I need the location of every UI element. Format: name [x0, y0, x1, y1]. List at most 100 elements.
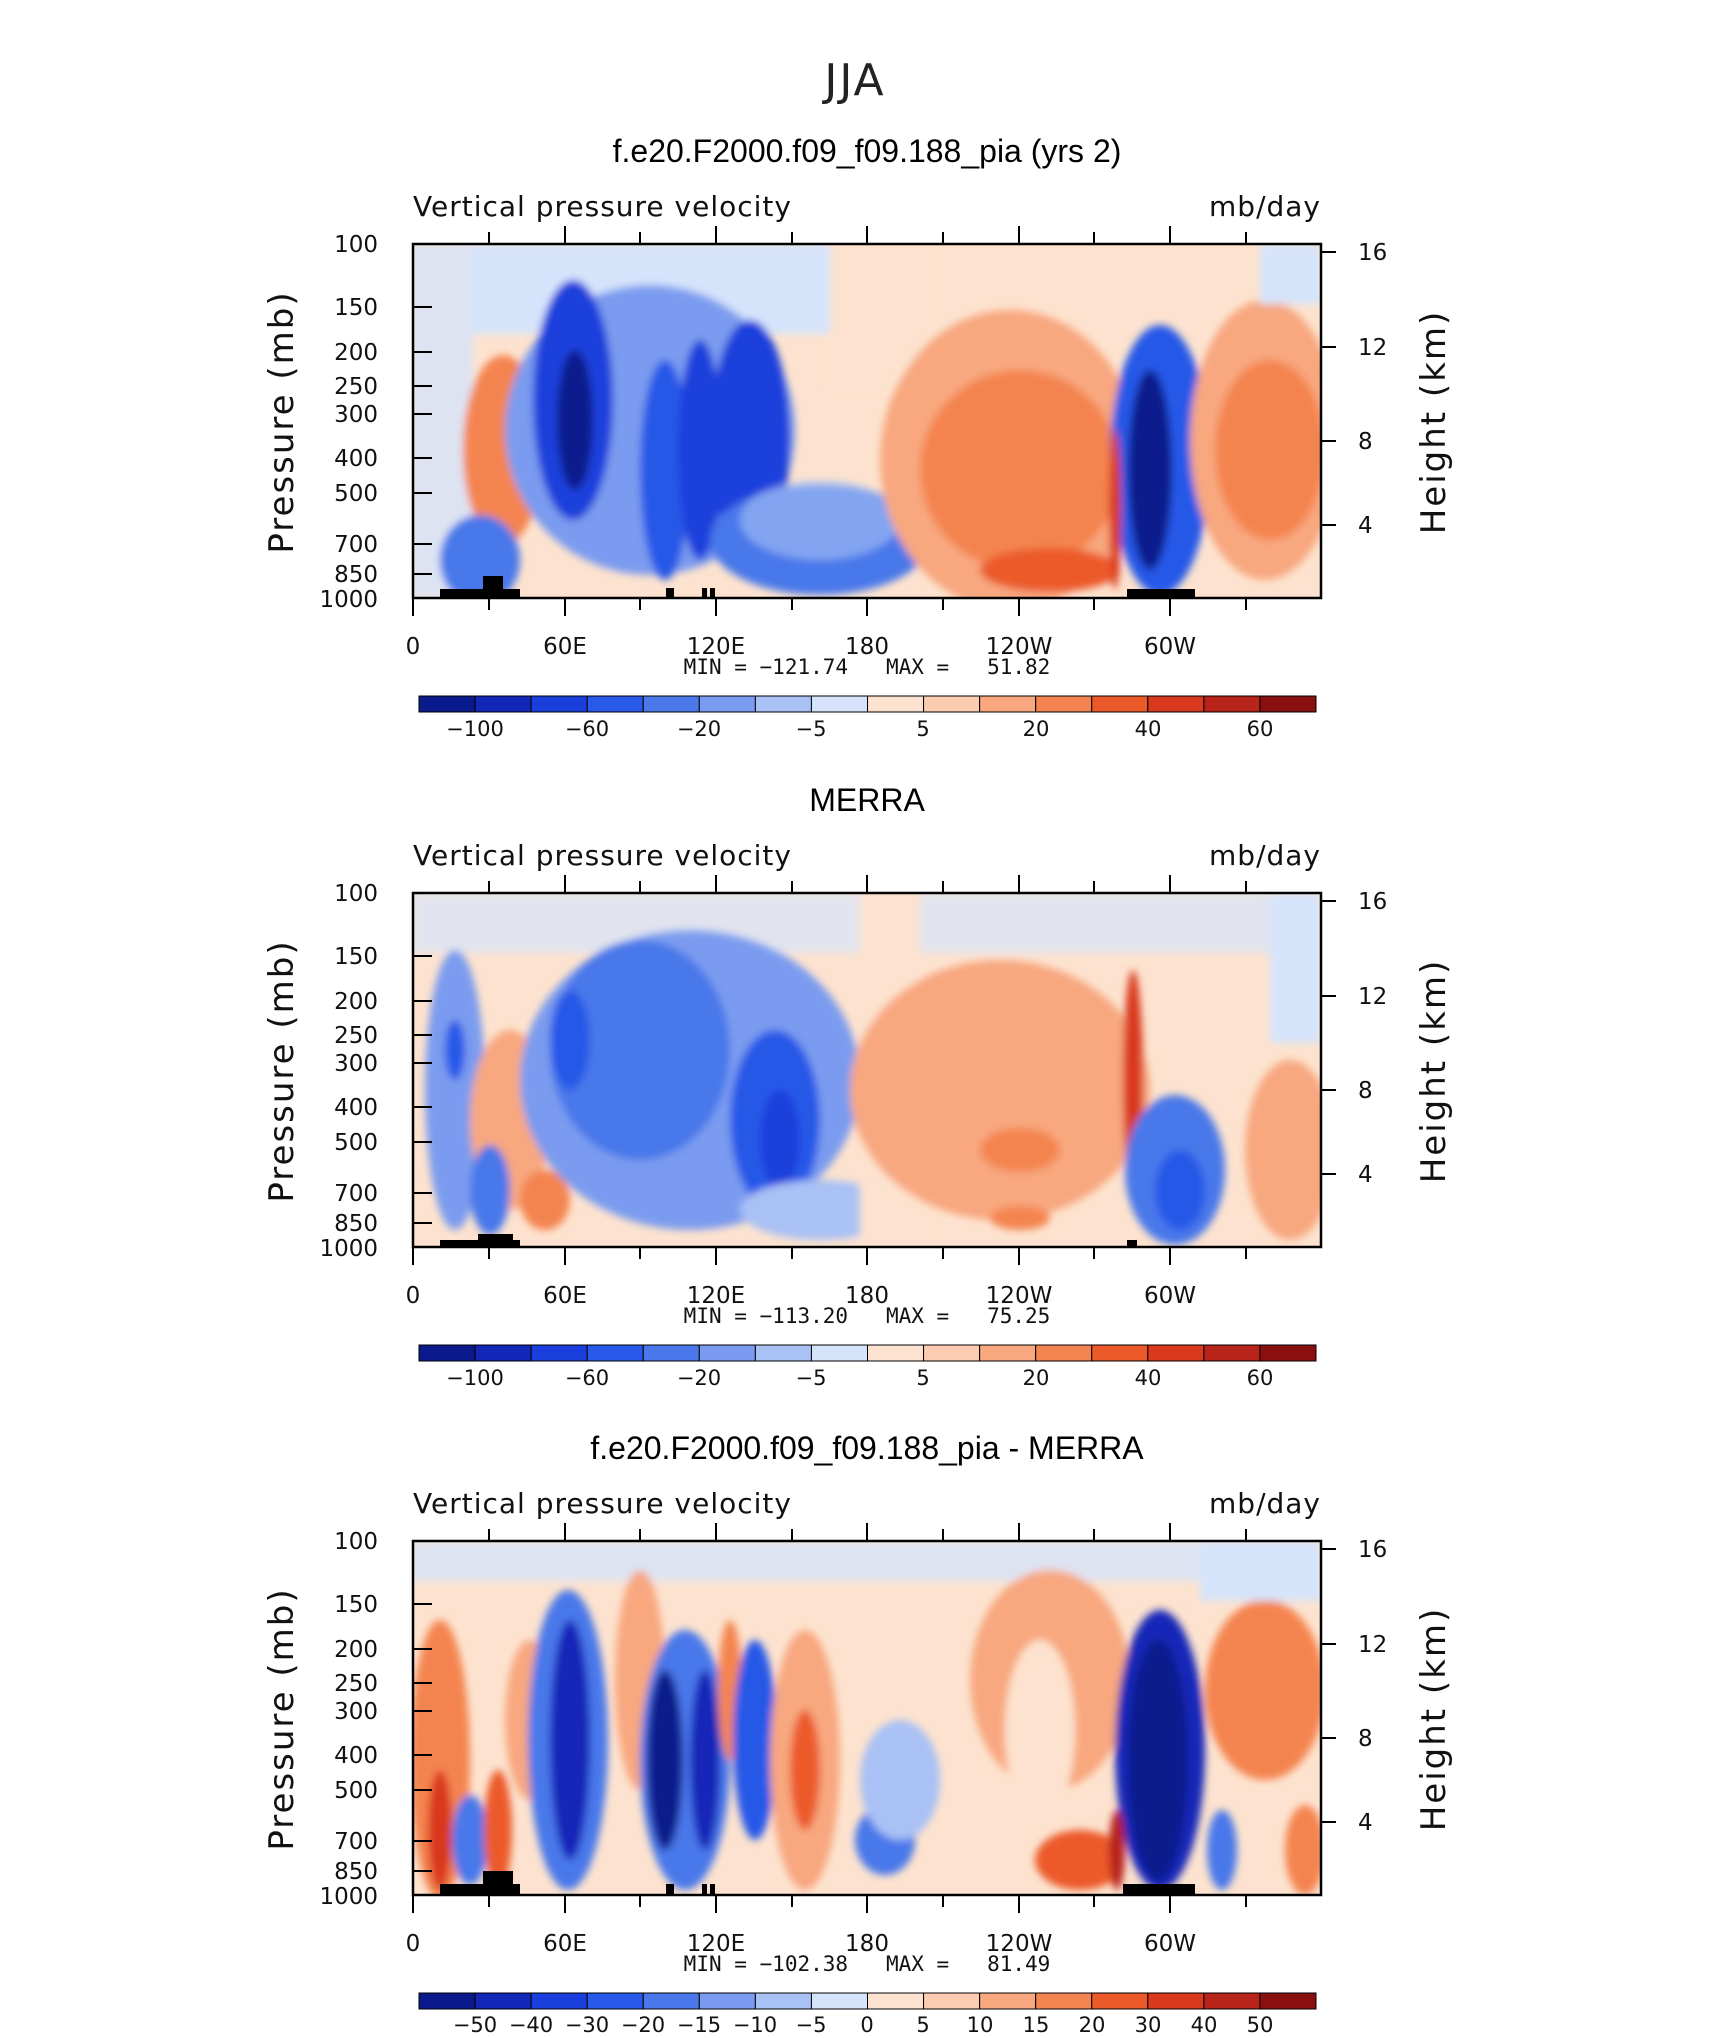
panel-3-africa-blue [452, 1795, 488, 1885]
panel-2-americas-core [1155, 1150, 1205, 1230]
panel-1-ytick-700: 700 [334, 532, 378, 558]
panel-1-cb-label: 60 [1247, 717, 1274, 741]
panel-2-field [413, 893, 1321, 1247]
colorbar-box [979, 1344, 1037, 1362]
panel-2-minmax: MIN = −113.20 MAX = 75.25 [684, 1304, 1051, 1328]
panel-3-ytick-250: 250 [334, 1671, 378, 1697]
panel-1-xtick-120e: 120E [687, 634, 745, 660]
panel-3-xtick-60w: 60W [1144, 1931, 1196, 1957]
panel-3-atlantic-red-low [1285, 1805, 1321, 1895]
panel-3-east-pacific-neutral [1005, 1640, 1075, 1820]
panel-3-colorbar-labels: −50 −40 −30 −20 −15 −10 −5 0 5 10 15 20 … [453, 2013, 1274, 2037]
panel-1-ylabel: Pressure (mb) [262, 290, 302, 553]
colorbar-box [1091, 695, 1149, 713]
panel-2-y-ticklabels: 100 150 200 250 300 400 500 700 850 1000 [319, 881, 378, 1262]
panel-2-cb-label: −5 [796, 1366, 827, 1390]
panel-2-y2-ticks [1321, 900, 1336, 1175]
panel-1-minmax: MIN = −121.74 MAX = 51.82 [684, 655, 1051, 679]
panel-3-y-ticklabels: 100 150 200 250 300 400 500 700 850 1000 [319, 1529, 378, 1910]
panel-2-cb-label: −60 [565, 1366, 609, 1390]
panel-3-ytick-1000: 1000 [319, 1884, 378, 1910]
panel-1-y2label: Height (km) [1414, 310, 1454, 535]
panel-3-minmax: MIN = −102.38 MAX = 81.49 [684, 1952, 1051, 1976]
panel-2-africa-blue [425, 950, 485, 1230]
panel-1-x-ticklabels: 0 60E 120E 180 120W 60W [406, 634, 1196, 660]
panel-2-africa-core [445, 1020, 465, 1080]
panel-1-y2tick-16: 16 [1358, 240, 1387, 266]
colorbar-box [1259, 695, 1317, 713]
colorbar-box [474, 695, 532, 713]
panel-1-ytick-850: 850 [334, 562, 378, 588]
panel-3-americas-blue-low [1207, 1810, 1237, 1890]
colorbar-box [1147, 695, 1205, 713]
colorbar-box [586, 695, 644, 713]
colorbar-box [1259, 1992, 1317, 2010]
panel-2-y2tick-4: 4 [1358, 1162, 1373, 1188]
panel-1-field [413, 244, 1321, 598]
colorbar-box [979, 695, 1037, 713]
panel-3-cb-label: 20 [1079, 2013, 1106, 2037]
panel-1-east-pacific-inner [920, 370, 1120, 570]
panel-1-cb-label: 40 [1135, 717, 1162, 741]
panel-3-ytick-150: 150 [334, 1592, 378, 1618]
panel-2-cb-label: 20 [1023, 1366, 1050, 1390]
panel-2-units: mb/day [1209, 839, 1321, 872]
panel-3-cb-label: −30 [565, 2013, 609, 2037]
panel-1-variable: Vertical pressure velocity [413, 190, 792, 223]
panel-2-y2label: Height (km) [1414, 959, 1454, 1184]
panel-2: MERRA Vertical pressure velocity mb/day [262, 782, 1454, 1390]
panel-1-xtick-180: 180 [845, 634, 889, 660]
colorbar-box [1091, 1344, 1149, 1362]
panel-3-maritime-blue-a [647, 1670, 683, 1850]
panel-2-y2tick-8: 8 [1358, 1078, 1373, 1104]
panel-3-y2label: Height (km) [1414, 1607, 1454, 1832]
panel-1-maritime-a [640, 360, 690, 580]
panel-3-cb-label: 5 [916, 2013, 929, 2037]
panel-2-ytick-850: 850 [334, 1211, 378, 1237]
panel-2-east-pacific-low [990, 1206, 1050, 1230]
panel-1-cb-label: −60 [565, 717, 609, 741]
colorbar-box [418, 695, 476, 713]
panel-3-cb-label: 40 [1191, 2013, 1218, 2037]
panel-2-y2-ticklabels: 16 12 8 4 [1358, 889, 1387, 1188]
panel-2-xtick-120w: 120W [986, 1283, 1053, 1309]
colorbar-box [810, 695, 869, 713]
panel-3-africa-red-core [428, 1770, 452, 1890]
panel-2-indian-inner [550, 940, 730, 1160]
panel-2-cb-label: 5 [916, 1366, 929, 1390]
panel-3-cb-label: 50 [1247, 2013, 1274, 2037]
panel-1-ytick-1000: 1000 [319, 587, 378, 613]
panel-1-atlantic-inner [1215, 360, 1321, 540]
panel-1-y-ticklabels: 100 150 200 250 300 400 500 700 850 1000 [319, 232, 378, 613]
panel-3-cb-label: −10 [733, 2013, 777, 2037]
panel-1-units: mb/day [1209, 190, 1321, 223]
panel-2-cb-label: −20 [677, 1366, 721, 1390]
panel-3-units: mb/day [1209, 1487, 1321, 1520]
panel-1-cb-label: −5 [796, 717, 827, 741]
panel-3-top-light [413, 1541, 1321, 1581]
panel-3-cb-label: 0 [860, 2013, 873, 2037]
panel-3-xtick-60e: 60E [543, 1931, 587, 1957]
panel-3-ytick-300: 300 [334, 1699, 378, 1725]
panel-3-americas-red-edge [1109, 1810, 1125, 1890]
panel-2-atlantic-positive [1245, 1060, 1321, 1240]
panel-3-x-ticklabels: 0 60E 120E 180 120W 60W [406, 1931, 1196, 1957]
panel-3-cb-label: −5 [796, 2013, 827, 2037]
colorbar-box [1035, 1992, 1093, 2010]
panel-2-y2tick-12: 12 [1358, 984, 1387, 1010]
panel-3-xtick-180: 180 [845, 1931, 889, 1957]
panel-2-y2tick-16: 16 [1358, 889, 1387, 915]
colorbar-box [1147, 1344, 1205, 1362]
panel-3-right-top [1200, 1541, 1321, 1601]
panel-1-x-ticks [412, 226, 1247, 616]
colorbar-box [810, 1992, 869, 2010]
colorbar-box [642, 1992, 700, 2010]
panel-1-colorbar [418, 695, 1317, 713]
panel-1-xtick-120w: 120W [986, 634, 1053, 660]
colorbar-box [418, 1344, 476, 1362]
panel-2-variable: Vertical pressure velocity [413, 839, 792, 872]
season-title: JJA [821, 55, 885, 106]
panel-1-xtick-0: 0 [406, 634, 421, 660]
panel-1-cb-label: 5 [916, 717, 929, 741]
